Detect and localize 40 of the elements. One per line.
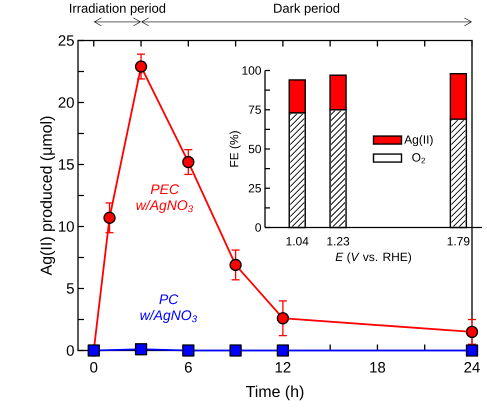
- point: [229, 344, 242, 357]
- point: [134, 343, 148, 356]
- x-axis-title: E (V vs. RHE): [336, 252, 412, 264]
- legend-label: O$_{2}$: [412, 153, 426, 164]
- text: Dark period: [274, 4, 340, 16]
- point: [103, 212, 116, 224]
- series-label: PEC w/AgNO$_{3}$: [136, 184, 194, 214]
- y-axis-title: FE (%): [230, 131, 241, 167]
- y-tick-label: 25: [58, 35, 74, 46]
- y-tick-label: 5: [66, 284, 74, 294]
- point: [276, 312, 290, 325]
- y-tick-label: 100: [242, 66, 262, 75]
- y-tick-label: 0: [255, 224, 262, 232]
- x-tick-label: 6: [184, 362, 192, 373]
- point: [466, 344, 478, 357]
- text: Irradiation period: [70, 4, 166, 16]
- x-tick-label: 0: [90, 362, 98, 373]
- x-tick-label: 1.04: [286, 237, 309, 246]
- x-tick-label: 12: [276, 362, 290, 373]
- y-tick-label: 15: [59, 160, 74, 170]
- series-label: PC w/AgNO$_{3}$: [140, 294, 197, 324]
- y-tick-label: 20: [58, 97, 74, 108]
- point: [229, 259, 242, 272]
- y-tick-label: 25: [248, 184, 261, 193]
- x-tick-label: 1.79: [448, 237, 470, 246]
- y-tick-label: 50: [248, 145, 262, 154]
- point: [182, 156, 194, 168]
- x-axis-title: Time (h): [246, 386, 304, 401]
- y-tick-label: 10: [59, 221, 74, 232]
- x-tick-label: 1.23: [327, 237, 350, 246]
- x-tick-label: 18: [370, 362, 386, 373]
- legend-label: Ag(II): [404, 135, 433, 146]
- point: [182, 344, 194, 357]
- x-tick-label: 24: [464, 362, 480, 373]
- point: [276, 344, 290, 357]
- point: [134, 60, 148, 73]
- y-tick-label: 0: [66, 345, 74, 356]
- y-axis-title: Ag(II) produced (μmol): [40, 116, 56, 276]
- point: [466, 326, 478, 338]
- y-tick-label: 75: [248, 106, 261, 114]
